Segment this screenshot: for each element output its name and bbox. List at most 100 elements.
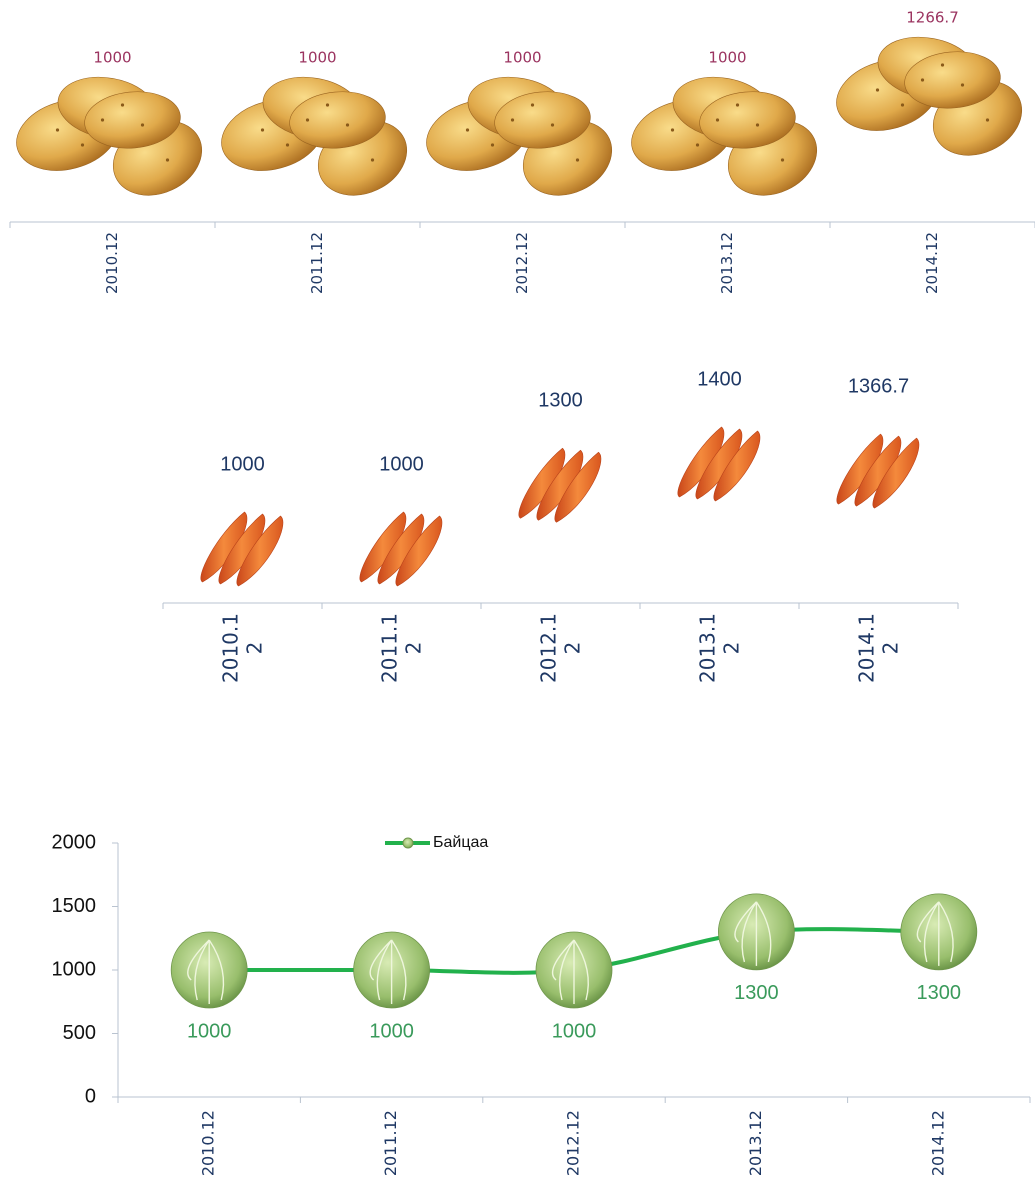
potato [221,76,408,196]
potato-eye [120,103,125,107]
x-tick-label-line: 2 [560,642,584,655]
data-label: 1000 [503,49,541,67]
cabbage-vein [376,939,393,1001]
x-tick-label: 2014.12 [854,613,902,683]
potato-part [904,51,1001,109]
data-label: 1000 [187,1020,232,1042]
carrot [836,433,920,509]
cabbage [353,931,431,1009]
cabbage [900,893,978,971]
carrot [518,447,602,523]
cabbage [170,931,248,1009]
carrot-body [677,426,725,498]
data-label: 1000 [379,453,424,475]
potato-eye [530,103,535,107]
carrot-body [200,511,248,583]
cabbage-vein [194,939,210,1001]
potato-eye [985,118,990,122]
x-tick-label: 2014.12 [928,1110,947,1176]
potato [836,36,1023,156]
data-label: 1000 [369,1020,414,1042]
cabbage-vein [938,901,954,963]
x-tick-label-line: 2010.1 [218,613,242,683]
cabbage-vein [208,939,225,1001]
x-tick-label: 2011.12 [381,1110,400,1176]
data-label: 1400 [697,368,742,390]
carrot-body [377,513,425,585]
data-label: 1300 [917,982,962,1004]
carrot-body [395,515,443,587]
data-label: 1300 [734,982,779,1004]
carrot-body [713,430,761,502]
carrot-body [872,437,920,509]
cabbage-vein [923,901,940,963]
x-tick-label-line: 2 [242,642,266,655]
potato-eye [490,143,495,147]
x-tick-label-line: 2012.1 [536,613,560,683]
potato-eye [670,128,675,132]
cabbage-vein [551,939,575,981]
data-label: 1000 [552,1020,597,1042]
potato-eye [165,158,170,162]
potato-eye [305,118,310,122]
cabbage-vein [369,939,393,981]
potato-eye [370,158,375,162]
potato-eye [735,103,740,107]
cabbage [535,931,613,1009]
x-tick-label-line: 2013.1 [695,613,719,683]
x-tick-label: 2012.12 [564,1110,583,1176]
x-tick-label: 2011.12 [308,232,326,294]
potato [16,76,203,196]
potato-eye [80,143,85,147]
potato-part [699,91,796,149]
x-tick-label: 2013.12 [695,613,743,683]
data-label: 1000 [220,453,265,475]
legend-marker [402,837,414,849]
x-tick-label: 2013.12 [718,232,736,294]
carrot-body [854,435,902,507]
y-tick-label: 0 [85,1085,96,1107]
potato [426,76,613,196]
data-label: 1000 [708,49,746,67]
data-label: 1000 [93,49,131,67]
potato-eye [550,123,555,127]
potato [631,76,818,196]
potato-eye [920,78,925,82]
cabbage-vein [755,901,772,963]
potato-eye [345,123,350,127]
data-label: 1000 [298,49,336,67]
potato-eye [875,88,880,92]
cabbage-vein [187,939,210,981]
potato-part [84,91,181,149]
carrot [200,511,284,587]
potato-eye [260,128,265,132]
carrot-body [518,447,566,519]
cabbage-vein [573,939,589,1001]
x-tick-label-line: 2 [878,642,902,655]
potato-eye [55,128,60,132]
carrot-body [695,428,743,500]
y-tick-label: 2000 [52,831,97,853]
potato-part [494,91,591,149]
cabbage-vein [391,939,407,1001]
carrot [677,426,761,502]
x-tick-label: 2012.12 [536,613,584,683]
data-label: 1266.7 [906,8,959,26]
potato-eye [100,118,105,122]
carrot-body [218,513,266,585]
cabbage-vein [916,901,940,943]
y-tick-label: 1000 [52,958,97,980]
carrot [359,511,443,587]
cabbage-vein [559,939,575,1001]
data-label: 1366.7 [848,375,909,397]
carrot-body [359,511,407,583]
x-tick-label: 2011.12 [377,613,425,683]
x-tick-label: 2013.12 [746,1110,765,1176]
x-tick-label-line: 2 [719,642,743,655]
x-tick-label-line: 2011.1 [377,613,401,683]
potato-eye [780,158,785,162]
x-tick-label: 2010.12 [199,1110,218,1176]
x-tick-label-line: 2 [401,642,425,655]
